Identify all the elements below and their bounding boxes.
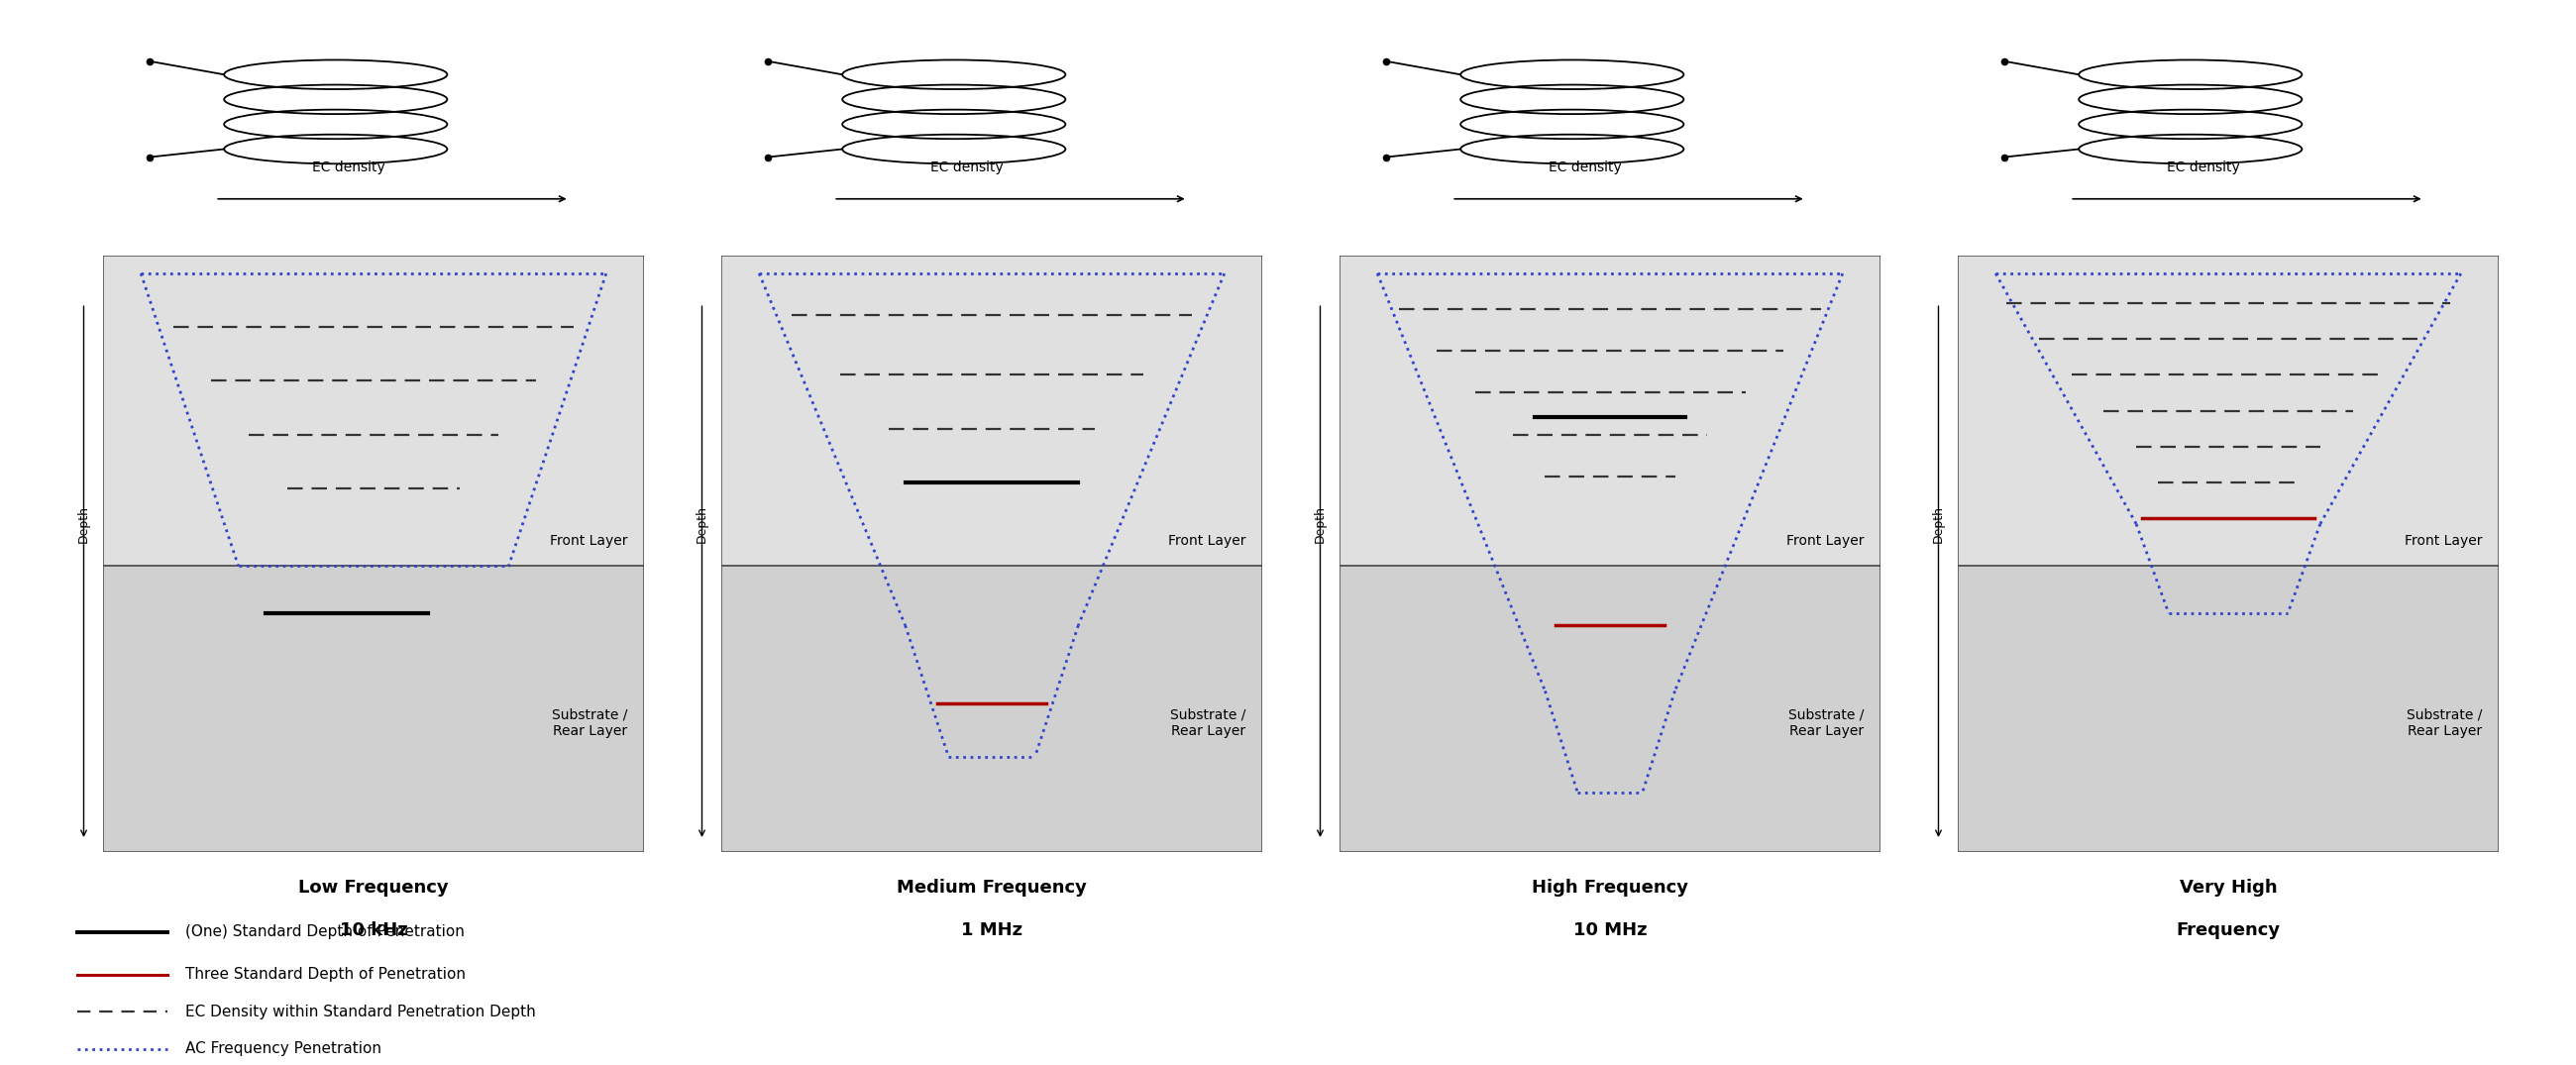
Text: Substrate /
Rear Layer: Substrate / Rear Layer xyxy=(551,708,629,738)
Text: EC density: EC density xyxy=(2166,161,2241,175)
Text: Front Layer: Front Layer xyxy=(1788,534,1865,547)
Text: Substrate /
Rear Layer: Substrate / Rear Layer xyxy=(2406,708,2483,738)
Bar xyxy=(103,256,644,566)
Bar xyxy=(1340,256,1880,566)
Text: 1 MHz: 1 MHz xyxy=(961,921,1023,939)
Text: (One) Standard Depth of Penetration: (One) Standard Depth of Penetration xyxy=(185,924,464,939)
Text: Low Frequency: Low Frequency xyxy=(299,879,448,897)
Text: Front Layer: Front Layer xyxy=(1170,534,1247,547)
Text: High Frequency: High Frequency xyxy=(1533,879,1687,897)
Text: Very High: Very High xyxy=(2179,879,2277,897)
Text: EC density: EC density xyxy=(312,161,386,175)
Text: 10 MHz: 10 MHz xyxy=(1574,921,1646,939)
Bar xyxy=(721,256,1262,566)
Text: Frequency: Frequency xyxy=(2177,921,2280,939)
Bar xyxy=(1958,566,2499,852)
Text: Substrate /
Rear Layer: Substrate / Rear Layer xyxy=(1788,708,1865,738)
Bar xyxy=(103,566,644,852)
Bar xyxy=(1958,256,2499,566)
Text: EC Density within Standard Penetration Depth: EC Density within Standard Penetration D… xyxy=(185,1004,536,1019)
Text: Depth: Depth xyxy=(1314,505,1327,543)
Text: Three Standard Depth of Penetration: Three Standard Depth of Penetration xyxy=(185,967,466,982)
Text: 10 kHz: 10 kHz xyxy=(340,921,407,939)
Text: AC Frequency Penetration: AC Frequency Penetration xyxy=(185,1042,381,1056)
Bar xyxy=(721,566,1262,852)
Text: EC density: EC density xyxy=(930,161,1005,175)
Text: Front Layer: Front Layer xyxy=(2406,534,2483,547)
Text: EC density: EC density xyxy=(1548,161,1623,175)
Text: Medium Frequency: Medium Frequency xyxy=(896,879,1087,897)
Text: Front Layer: Front Layer xyxy=(551,534,629,547)
Text: Depth: Depth xyxy=(696,505,708,543)
Bar xyxy=(1340,566,1880,852)
Text: Depth: Depth xyxy=(1932,505,1945,543)
Text: Substrate /
Rear Layer: Substrate / Rear Layer xyxy=(1170,708,1247,738)
Text: Depth: Depth xyxy=(77,505,90,543)
